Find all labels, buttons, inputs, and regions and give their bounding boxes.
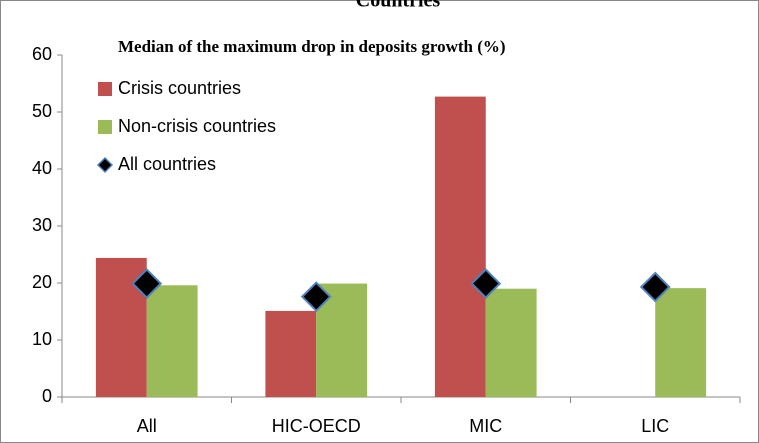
marker xyxy=(639,271,671,303)
y-tick-label: 30 xyxy=(32,215,52,235)
legend-label: Crisis countries xyxy=(118,78,241,98)
x-tick-label: HIC-OECD xyxy=(272,416,361,436)
y-tick-label: 10 xyxy=(32,329,52,349)
y-tick-label: 60 xyxy=(32,44,52,64)
bar xyxy=(146,285,198,397)
legend-label: Non-crisis countries xyxy=(118,116,276,136)
y-tick-label: 0 xyxy=(42,386,52,406)
chart-title: Countries xyxy=(356,0,441,12)
marker xyxy=(131,268,163,299)
marker xyxy=(470,268,502,299)
bar xyxy=(265,310,317,397)
legend-swatch xyxy=(98,120,112,134)
bar xyxy=(655,288,707,397)
x-tick-label: All xyxy=(137,416,157,436)
marker xyxy=(300,281,332,313)
legend-marker xyxy=(96,156,114,174)
legend-label: All countries xyxy=(118,154,216,174)
bar xyxy=(434,96,486,398)
x-tick-label: MIC xyxy=(469,416,502,436)
annotation: Median of the maximum drop in deposits g… xyxy=(118,37,506,56)
y-tick-label: 40 xyxy=(32,158,52,178)
x-tick-label: LIC xyxy=(641,416,669,436)
y-tick-label: 50 xyxy=(32,101,52,121)
y-tick-label: 20 xyxy=(32,272,52,292)
legend-swatch xyxy=(98,82,112,96)
bar xyxy=(485,288,537,397)
